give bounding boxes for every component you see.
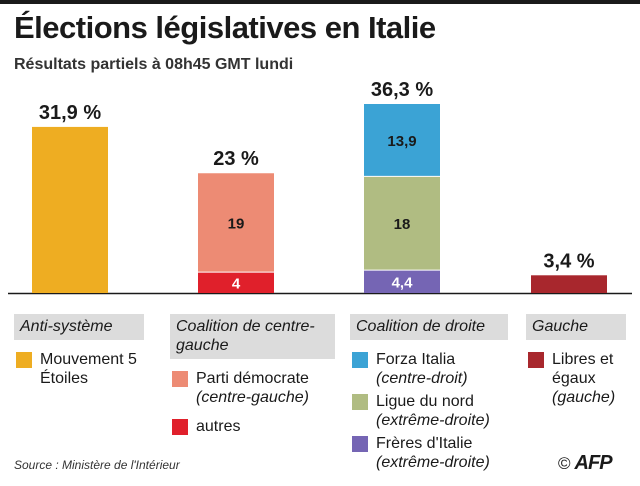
total-label: 31,9 %: [39, 102, 101, 124]
legend-item-freres: Frères d'Italie (extrême-droite): [350, 434, 508, 472]
legend-label: Ligue du nord: [376, 393, 474, 410]
bar-segment: [32, 126, 108, 293]
source-note: Source : Ministère de l'Intérieur: [14, 458, 180, 472]
legend-group-droite: Coalition de droite Forza Italia (centre…: [350, 314, 508, 472]
bar-segment: [364, 104, 440, 177]
legend-swatch: [172, 371, 188, 387]
segment-label: 19: [228, 216, 245, 233]
legend-header: Coalition de droite: [350, 314, 508, 340]
legend-sublabel: (gauche): [552, 389, 616, 406]
legend-swatch: [16, 352, 32, 368]
legend-label: Parti démocrate: [196, 370, 309, 387]
segment-label: 4,4: [392, 275, 414, 292]
bar-segment: [364, 270, 440, 293]
legend-header: Gauche: [526, 314, 626, 340]
legend-swatch: [528, 352, 544, 368]
bar-segment: [364, 176, 440, 271]
segment-label: 13,9: [387, 133, 416, 150]
afp-logo: AFP: [574, 452, 613, 474]
total-label: 23 %: [213, 148, 259, 170]
legend-header: Anti-système: [14, 314, 144, 340]
legend-item-autres: autres: [170, 417, 335, 436]
legend-sublabel: (centre-gauche): [196, 389, 309, 406]
legend-swatch: [352, 352, 368, 368]
bar-chart: 31,9 % 4 19 23 % 4,4 18 13,9 36,3 % 3,4 %: [8, 79, 632, 295]
copyright-symbol: ©: [558, 453, 571, 473]
legend-sublabel: (extrême-droite): [376, 454, 490, 471]
legend-swatch: [172, 419, 188, 435]
legend-label: Libres et égaux: [552, 351, 614, 387]
total-label: 36,3 %: [371, 79, 433, 101]
bar-segment: [198, 272, 274, 293]
legend-group-anti-systeme: Anti-système Mouvement 5 Étoiles: [14, 314, 144, 388]
legend-label: Mouvement 5 Étoiles: [40, 351, 137, 387]
legend-label: Frères d'Italie: [376, 435, 473, 452]
legend-item-forza-italia: Forza Italia (centre-droit): [350, 350, 508, 388]
legend-label: Forza Italia: [376, 351, 456, 368]
top-rule: [0, 0, 640, 4]
legend-item-leu: Libres et égaux (gauche): [526, 350, 626, 407]
legend-label: autres: [196, 418, 241, 435]
legend-sublabel: (centre-droit): [376, 370, 468, 387]
legend-sublabel: (extrême-droite): [376, 412, 490, 429]
legend-swatch: [352, 394, 368, 410]
afp-credit: © AFP: [558, 452, 613, 475]
chart-title: Élections législatives en Italie: [14, 10, 436, 45]
segment-label: 18: [394, 216, 411, 233]
legend-header: Coalition de centre-gauche: [170, 314, 335, 359]
segment-label: 4: [232, 276, 241, 293]
legend-item-pd: Parti démocrate (centre-gauche): [170, 369, 335, 407]
legend-item-m5s: Mouvement 5 Étoiles: [14, 350, 144, 388]
bar-segment: [531, 275, 607, 293]
legend-group-centre-gauche: Coalition de centre-gauche Parti démocra…: [170, 314, 335, 436]
legend-group-gauche: Gauche Libres et égaux (gauche): [526, 314, 626, 407]
legend-swatch: [352, 436, 368, 452]
chart-subtitle: Résultats partiels à 08h45 GMT lundi: [14, 56, 294, 73]
legend-item-ligue: Ligue du nord (extrême-droite): [350, 392, 508, 430]
bar-segment: [198, 173, 274, 273]
total-label: 3,4 %: [543, 250, 594, 272]
